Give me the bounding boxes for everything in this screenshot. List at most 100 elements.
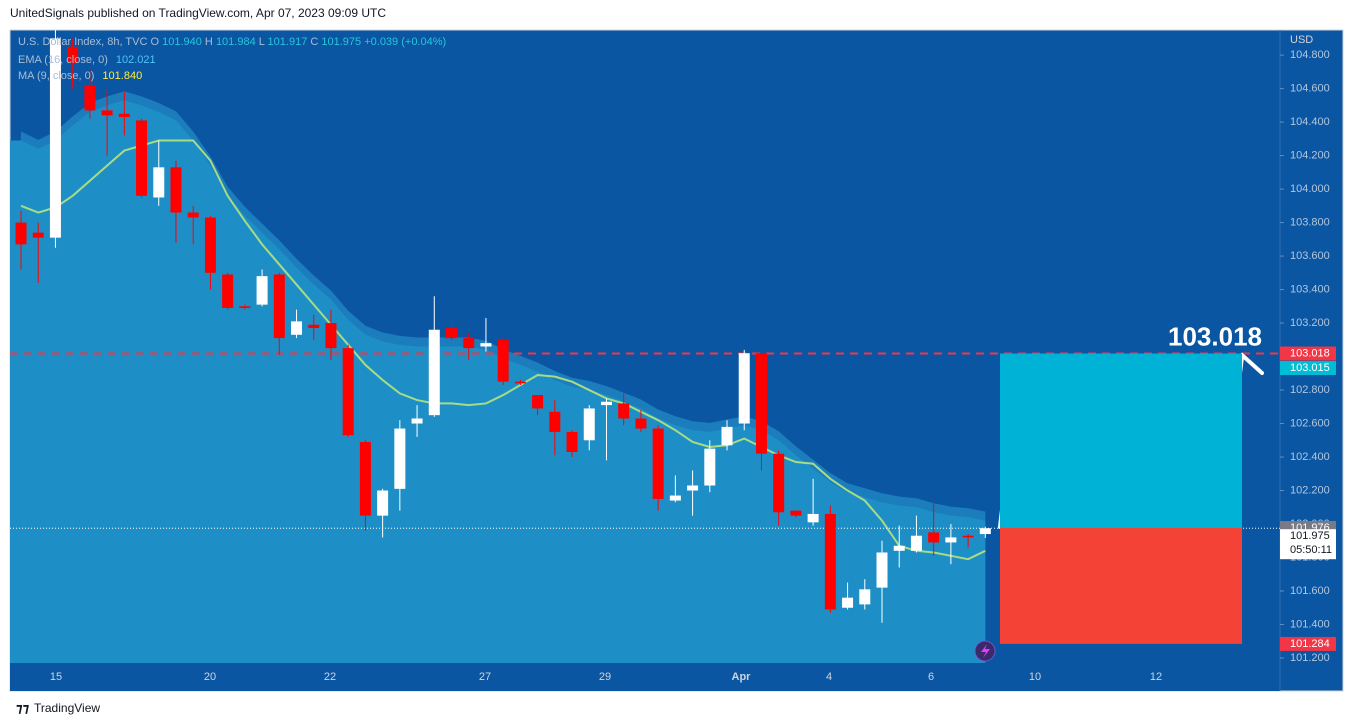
y-tick-label: 101.400 [1290,618,1330,630]
candle-body [532,395,544,409]
candle-body [859,589,871,605]
candle-body [342,348,354,436]
candle-body [170,167,182,213]
candle-body [566,431,578,452]
y-tick-label: 102.200 [1290,484,1330,496]
candle-body [721,426,733,446]
candle-body [187,212,199,218]
candle-body [687,485,699,491]
candle-body [32,232,44,238]
candle-body [411,418,423,424]
target-annotation: 103.018 [1168,321,1262,351]
change: +0.039 (+0.04%) [364,36,446,48]
ohlc-value: 101.917 [268,36,308,48]
ohlc-key: O [150,36,159,48]
time-axis [10,663,1280,691]
candle-body [910,535,922,551]
candle-body [325,323,337,349]
candle-body [377,490,389,516]
price-tag [1280,636,1336,651]
ohlc-value: 101.984 [216,36,256,48]
candle-body [773,453,785,513]
x-tick-label: 29 [599,671,611,683]
candle-body [256,276,268,305]
ma-line [20,139,986,561]
candle-body [738,353,750,424]
candle-body [979,528,991,535]
candle-body [876,552,888,588]
published-note: UnitedSignals published on TradingView.c… [10,6,386,20]
candle-body [549,411,561,432]
x-tick-label: Apr [732,671,752,683]
x-tick-label: 10 [1029,671,1041,683]
y-tick-label: 103.200 [1290,317,1330,329]
countdown: 05:50:11 [1290,544,1332,556]
x-tick-label: 27 [479,671,491,683]
legend-name: MA (9, close, 0) [18,70,94,82]
y-tick-label: 102.400 [1290,451,1330,463]
ohlc-key: L [259,36,265,48]
y-tick-label: 103.600 [1290,250,1330,262]
y-tick-label: 102.600 [1290,417,1330,429]
y-tick-label: 104.600 [1290,83,1330,95]
candle-body [497,339,509,382]
candle-body [480,343,492,347]
x-tick-label: 20 [204,671,216,683]
candle-body [359,441,371,516]
stop-zone [1000,528,1242,644]
candle-body [755,353,767,454]
candle-body [962,535,974,538]
price-tag [1280,346,1336,361]
legend-name: EMA (16, close, 0) [18,54,108,66]
brand-logo: ⁊⁊ [16,700,30,715]
target-zone [1000,353,1242,529]
y-tick-label: 103.800 [1290,216,1330,228]
candle-body [101,110,113,116]
candle-body [514,381,526,384]
candle-body [308,324,320,329]
x-tick-label: 6 [928,671,934,683]
candle-body [428,329,440,416]
candle-body [928,532,940,543]
candle-body [652,428,664,499]
price-tag-label: 103.018 [1290,347,1330,359]
candle-body [118,113,130,118]
ohlc-key: H [205,36,213,48]
ohlc-value: 101.940 [162,36,202,48]
candle-body [49,38,61,238]
candle-body [463,338,475,349]
y-tick-label: 104.800 [1290,49,1330,61]
x-tick-label: 12 [1150,671,1162,683]
candle-body [618,403,630,419]
candle-body [704,448,716,486]
candle-body [945,537,957,543]
candle-body [807,513,819,523]
y-tick-label: 103.400 [1290,283,1330,295]
price-tag [1280,529,1336,560]
candle-body [394,428,406,489]
candle-body [842,597,854,608]
price-tag [1280,361,1336,376]
candle-body [893,545,905,551]
candle-body [204,217,216,273]
y-tick-label: 101.200 [1290,652,1330,664]
candle-body [635,418,647,429]
y-tick-label: 104.400 [1290,116,1330,128]
y-tick-label: 101.600 [1290,585,1330,597]
candle-body [84,85,96,111]
candle-body [67,46,79,64]
price-tag-label: 103.015 [1290,362,1330,374]
ohlc-legend: U.S. Dollar Index, 8h, TVC O 101.940 H 1… [18,36,446,48]
candle-body [583,408,595,441]
x-tick-label: 15 [50,671,62,683]
candle-body [153,167,165,198]
price-tag-label: 101.284 [1290,638,1330,650]
candle-body [291,321,303,335]
plot [10,30,1280,664]
candle-body [669,495,681,501]
candle-body [222,274,234,308]
y-tick-label: 104.000 [1290,183,1330,195]
candle-body [446,328,457,339]
